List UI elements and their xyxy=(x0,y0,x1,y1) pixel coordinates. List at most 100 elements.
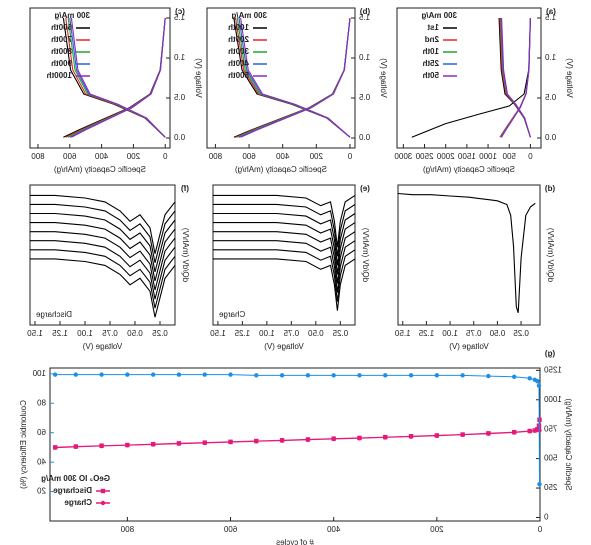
y-tick-label: 0.0 xyxy=(173,133,185,142)
data-line xyxy=(213,240,356,293)
plot-frame xyxy=(396,7,542,149)
legend-label: Charge xyxy=(64,498,92,507)
data-point xyxy=(408,434,414,439)
data-line xyxy=(213,222,356,275)
x-tick-label: 0 xyxy=(162,152,167,161)
y-tick-label: 250 xyxy=(543,483,557,492)
legend-title: 300 mA/g xyxy=(421,11,457,20)
data-line xyxy=(30,258,176,318)
x-tick-label: 0.50 xyxy=(307,329,323,338)
data-line xyxy=(213,212,356,266)
legend-label: Discharge xyxy=(53,486,92,495)
data-point xyxy=(99,443,104,449)
x-tick-label: 400 xyxy=(94,152,108,161)
data-point xyxy=(460,432,465,438)
data-line xyxy=(213,249,356,302)
mirrored-figure: (a)0500100015002000250030000.00.51.01.5S… xyxy=(19,7,574,545)
data-point xyxy=(383,435,388,440)
x-tick-label: 1.25 xyxy=(234,329,250,338)
legend-label: 800th xyxy=(51,47,72,56)
data-line xyxy=(240,17,351,138)
legend-marker xyxy=(100,488,106,494)
x-tick-label: 400 xyxy=(326,525,340,534)
data-point xyxy=(73,372,78,377)
plot-frame xyxy=(206,7,356,149)
data-point xyxy=(176,372,182,377)
y-tick-label: 1.0 xyxy=(544,53,556,62)
plot-frame xyxy=(212,184,356,326)
data-point xyxy=(52,372,58,377)
y2-tick-label: 100 xyxy=(32,369,46,378)
data-point xyxy=(357,373,362,378)
data-point xyxy=(383,373,388,378)
data-point xyxy=(73,444,78,450)
legend-label: 600th xyxy=(51,23,72,32)
x-tick-label: 1500 xyxy=(457,152,475,161)
annotation: Discharge xyxy=(35,310,72,319)
data-line xyxy=(30,249,176,309)
x-tick-label: 600 xyxy=(223,525,237,534)
legend-label: 25th xyxy=(422,59,439,68)
x-tick-label: 0.50 xyxy=(489,329,505,338)
legend-label: 200th xyxy=(228,35,249,44)
y2-tick-label: 20 xyxy=(37,487,46,496)
data-point xyxy=(527,376,532,381)
x-tick-label: 2000 xyxy=(436,152,454,161)
y-tick-label: 0.0 xyxy=(358,133,370,142)
x-tick-label: 1.50 xyxy=(210,329,226,338)
plot-frame xyxy=(397,184,541,326)
x-tick-label: 200 xyxy=(430,525,444,534)
y-tick-label: 0 xyxy=(543,513,548,522)
data-point xyxy=(408,373,414,378)
data-point xyxy=(512,374,517,380)
x-tick-label: 0.25 xyxy=(513,329,529,338)
x-tick-label: 200 xyxy=(126,152,140,161)
y-tick-label: 1.5 xyxy=(358,13,370,22)
x-tick-label: 800 xyxy=(31,152,45,161)
y-axis-label: Voltage (V) xyxy=(565,58,574,98)
data-line xyxy=(30,222,176,282)
legend-label: 500th xyxy=(228,71,249,80)
y2-tick-label: 80 xyxy=(37,398,46,407)
data-point xyxy=(532,428,538,433)
data-point xyxy=(331,436,336,442)
x-tick-label: 1.50 xyxy=(394,329,410,338)
x-tick-label: 1.25 xyxy=(52,329,68,338)
y2-tick-label: 60 xyxy=(37,428,46,437)
legend-label: 900th xyxy=(51,59,72,68)
data-point xyxy=(150,372,156,377)
x-tick-label: 3000 xyxy=(394,152,412,161)
data-point xyxy=(202,372,207,377)
x-tick-label: 1.50 xyxy=(27,329,43,338)
x-axis-label: Voltage (V) xyxy=(264,342,304,351)
panel-label: (d) xyxy=(545,184,556,193)
data-line xyxy=(213,231,356,284)
y2-axis-label: Coulombic Efficiency (%) xyxy=(19,400,28,489)
x-tick-label: 500 xyxy=(502,152,516,161)
x-tick-label: 0.25 xyxy=(152,329,168,338)
panel-label: (f) xyxy=(181,184,189,193)
plot-frame xyxy=(29,184,176,326)
data-line xyxy=(30,231,176,291)
legend-label: 400th xyxy=(228,59,249,68)
y-tick-label: 750 xyxy=(543,424,557,433)
data-point xyxy=(279,438,285,443)
legend-label: 300th xyxy=(228,47,249,56)
data-point xyxy=(536,383,542,388)
y-axis-label: dQ/dV (mAh/V) xyxy=(546,228,555,283)
x-axis-label: Specific Capacity (mAh/g) xyxy=(235,165,327,174)
data-point xyxy=(99,372,104,377)
y2-tick-label: 40 xyxy=(37,457,46,466)
y-tick-label: 1.5 xyxy=(173,13,185,22)
data-line xyxy=(213,258,356,311)
legend-title: GeO₂ IO 300 mA/g xyxy=(41,474,110,483)
data-point xyxy=(434,373,440,378)
data-point xyxy=(150,442,156,447)
legend-label: 1st xyxy=(427,23,439,32)
data-point xyxy=(125,443,130,448)
plot-frame xyxy=(29,7,171,149)
y-axis-label: dQ/dV (mAh/V) xyxy=(361,228,370,283)
y-axis-label: Voltage (V) xyxy=(194,58,203,98)
data-line xyxy=(30,194,176,254)
